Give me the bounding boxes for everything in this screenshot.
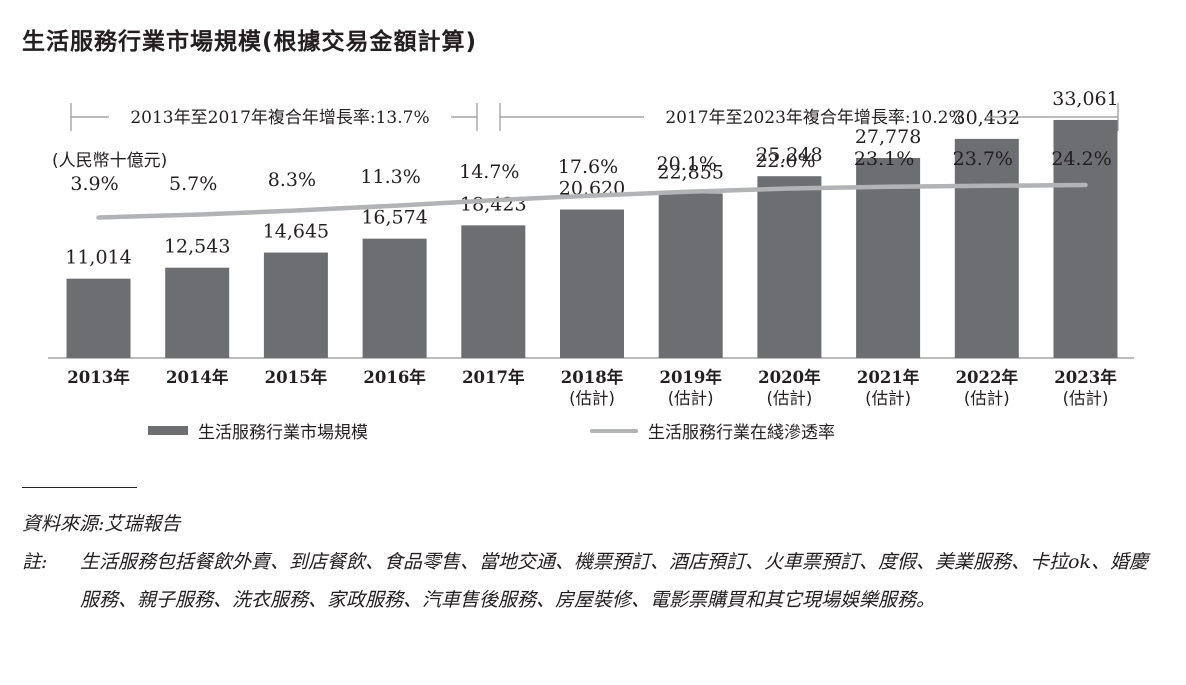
x-tick-label: 2015年: [265, 367, 328, 387]
bar-value-label: 27,778: [855, 126, 921, 148]
bar: [658, 193, 723, 358]
x-tick-label: 2018年: [561, 367, 624, 387]
bar-value-label: 16,574: [361, 207, 427, 229]
notes-divider: [22, 487, 137, 488]
bar-value-label: 22,855: [657, 161, 723, 183]
bar: [856, 157, 921, 358]
penetration-label: 17.6%: [558, 156, 618, 178]
bar: [757, 176, 822, 358]
x-tick-label: 2021年: [857, 367, 920, 387]
bar: [954, 138, 1019, 358]
bar-value-label: 33,061: [1052, 88, 1118, 110]
penetration-label: 3.9%: [70, 173, 118, 195]
market-size-chart: 11,014 2013年 12,543 2014年 14,645 2015年 16,574 2…: [48, 88, 1134, 408]
bar: [263, 252, 328, 358]
penetration-label: 23.7%: [953, 148, 1013, 170]
penetration-label: 14.7%: [459, 161, 519, 183]
penetration-label: 22.0%: [755, 150, 815, 172]
unit-label: (人民幣十億元): [52, 151, 167, 171]
penetration-label: 8.3%: [268, 169, 316, 191]
bar-value-label: 25,248: [756, 144, 822, 166]
note-label: 註:: [22, 551, 48, 573]
bar: [66, 278, 131, 358]
source-text: 艾瑞報告: [104, 513, 181, 535]
legend-bar-label: 生活服務行業市場規模: [198, 423, 368, 443]
cagr-2013-2017-label: 2013年至2017年複合年增長率:13.7%: [130, 108, 429, 128]
x-tick-label: 2013年: [67, 367, 130, 387]
bar: [165, 267, 230, 358]
page-title: 生活服務行業市場規模(根據交易金額計算): [22, 29, 478, 55]
legend-line-swatch: [590, 428, 638, 433]
bar: [362, 238, 427, 358]
penetration-label: 23.1%: [854, 148, 914, 170]
x-tick-label: (估計): [865, 389, 911, 408]
source-label: 資料來源:: [22, 513, 105, 535]
x-tick-label: 2017年: [462, 367, 525, 387]
note-row: 註: 生活服務包括餐飲外賣、到店餐飲、食品零售、當地交通、機票預訂、酒店預訂、火…: [22, 543, 1160, 619]
cagr-2017-2023-label: 2017年至2023年複合年增長率:10.2%: [665, 108, 964, 128]
penetration-line: [96, 182, 1088, 220]
x-tick-label: (估計): [569, 389, 615, 408]
legend-bar-swatch: [148, 426, 188, 435]
bar-value-label: 14,645: [263, 221, 329, 243]
legend-item-line: 生活服務行業在綫滲透率: [590, 418, 835, 443]
source-row: 資料來源: 艾瑞報告: [22, 505, 1160, 543]
notes-block: 資料來源: 艾瑞報告 註: 生活服務包括餐飲外賣、到店餐飲、食品零售、當地交通、機…: [22, 505, 1160, 619]
penetration-label: 5.7%: [169, 173, 217, 195]
x-tick-label: (估計): [668, 389, 714, 408]
note-text: 生活服務包括餐飲外賣、到店餐飲、食品零售、當地交通、機票預訂、酒店預訂、火車票預…: [80, 551, 1148, 611]
x-tick-label: 2019年: [659, 367, 722, 387]
bar-value-label: 30,432: [954, 107, 1020, 129]
bar: [560, 209, 624, 358]
x-tick-label: (估計): [964, 389, 1010, 408]
legend-item-bar: 生活服務行業市場規模: [148, 418, 368, 443]
penetration-label: 24.2%: [1051, 148, 1111, 170]
bar: [461, 225, 526, 358]
x-tick-label: 2023年: [1054, 367, 1117, 387]
x-tick-label: (估計): [766, 389, 812, 408]
bar-value-label: 11,014: [65, 247, 131, 269]
x-tick-label: 2016年: [363, 367, 426, 387]
bar-value-label: 12,543: [164, 236, 230, 258]
x-tick-label: (估計): [1063, 389, 1109, 408]
x-tick-label: 2022年: [956, 367, 1019, 387]
bar: [1053, 119, 1118, 358]
legend-line-label: 生活服務行業在綫滲透率: [648, 423, 835, 443]
x-tick-label: 2014年: [166, 367, 229, 387]
bar-value-label: 18,423: [460, 193, 526, 215]
x-tick-label: 2020年: [758, 367, 821, 387]
penetration-label: 20.1%: [657, 153, 717, 175]
penetration-label: 11.3%: [360, 166, 420, 188]
